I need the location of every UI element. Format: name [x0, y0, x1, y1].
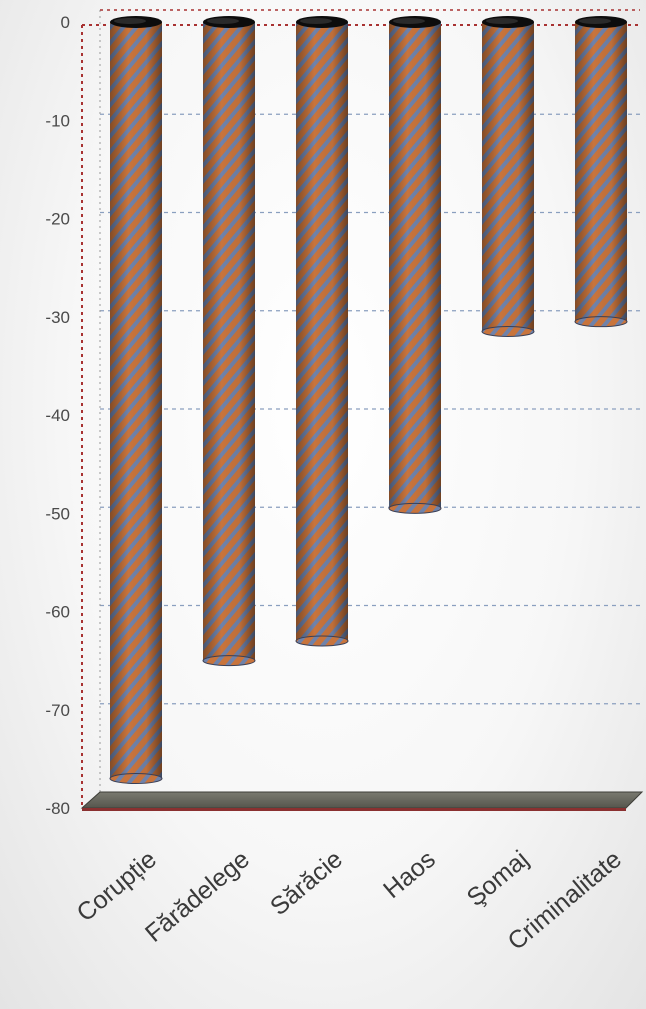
- y-tick-label: -40: [45, 406, 70, 425]
- y-tick-label: -10: [45, 111, 70, 130]
- bar-top-highlight: [207, 18, 239, 24]
- y-axis-tick-labels: 0 -10 -20 -30 -40 -50 -60 -70 -80: [45, 13, 70, 818]
- gridlines: [81, 9, 640, 808]
- category-label: Fărădelege: [140, 845, 255, 948]
- y-tick-label: -60: [45, 603, 70, 622]
- bar-shading: [389, 22, 441, 509]
- bar-bottom-cap: [388, 502, 442, 514]
- bar-bottom-cap: [109, 773, 163, 785]
- floor-top: [80, 791, 644, 809]
- bar-3: [295, 16, 349, 647]
- bar-top-highlight: [486, 18, 518, 24]
- bar-top-highlight: [114, 18, 146, 24]
- y-tick-label: -50: [45, 504, 70, 523]
- bar-shading: [575, 22, 627, 322]
- y-tick-label: -70: [45, 701, 70, 720]
- bar-shading: [110, 22, 162, 779]
- y-tick-label: 0: [61, 13, 70, 32]
- bar-bottom-cap: [295, 635, 349, 647]
- bar-top-highlight: [579, 18, 611, 24]
- category-label: Sărăcie: [265, 845, 348, 921]
- y-tick-label: -20: [45, 210, 70, 229]
- bars: [109, 16, 628, 785]
- bar-4: [388, 16, 442, 514]
- bar-1: [109, 16, 163, 785]
- category-label: Şomaj: [462, 845, 534, 912]
- y-tick-label: -80: [45, 799, 70, 818]
- bar-5: [481, 16, 535, 337]
- bar-bottom-cap: [574, 316, 628, 328]
- bar-top-highlight: [300, 18, 332, 24]
- y-tick-label: -30: [45, 308, 70, 327]
- bar-shading: [482, 22, 534, 332]
- floor-front-edge: [82, 808, 626, 811]
- bar-shading: [296, 22, 348, 641]
- chart-floor: [80, 791, 644, 811]
- bar-top-highlight: [393, 18, 425, 24]
- bar-shading: [203, 22, 255, 661]
- bar-bottom-cap: [202, 655, 256, 667]
- bar-6: [574, 16, 628, 328]
- category-label: Haos: [378, 845, 441, 904]
- bar-bottom-cap: [481, 325, 535, 337]
- bar-2: [202, 16, 256, 667]
- category-label: Corupție: [71, 845, 161, 927]
